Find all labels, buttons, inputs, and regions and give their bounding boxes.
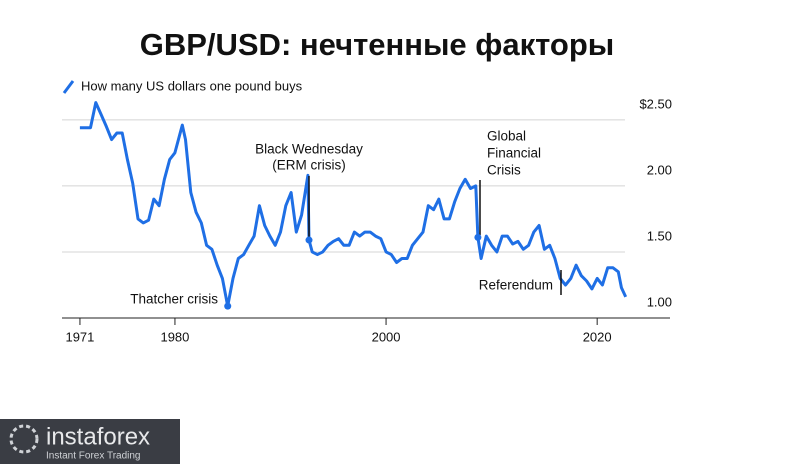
annotation-text: Referendum (479, 278, 553, 293)
y-tick-label: 2.00 (647, 162, 672, 177)
x-tick-label: 1980 (160, 329, 189, 344)
watermark-icon (9, 424, 39, 454)
y-tick-label: 1.00 (647, 294, 672, 309)
watermark: instaforex Instant Forex Trading (0, 419, 180, 464)
annotation-point (224, 302, 232, 310)
legend-label: How many US dollars one pound buys (81, 78, 303, 93)
annotation-point (474, 233, 482, 241)
chart-title: GBP/USD: нечтенные факторы (140, 27, 615, 62)
annotation-text: Financial (487, 146, 541, 161)
y-tick-label: 1.50 (647, 228, 672, 243)
annotation-text: Black Wednesday (255, 142, 363, 157)
series-line (79, 101, 628, 308)
x-tick-label: 1971 (65, 329, 94, 344)
annotation-text: Crisis (487, 163, 521, 178)
y-tick-label: $2.50 (639, 96, 672, 111)
annotation-point (305, 236, 313, 244)
annotation-text: Global (487, 129, 526, 144)
watermark-tagline: Instant Forex Trading (46, 451, 141, 462)
x-tick-label: 2000 (372, 329, 401, 344)
annotation-text: (ERM crisis) (272, 158, 346, 173)
x-tick-label: 2020 (583, 329, 612, 344)
watermark-brand: instaforex (46, 423, 150, 450)
annotation-text: Thatcher crisis (130, 292, 218, 307)
legend-swatch (62, 80, 75, 94)
